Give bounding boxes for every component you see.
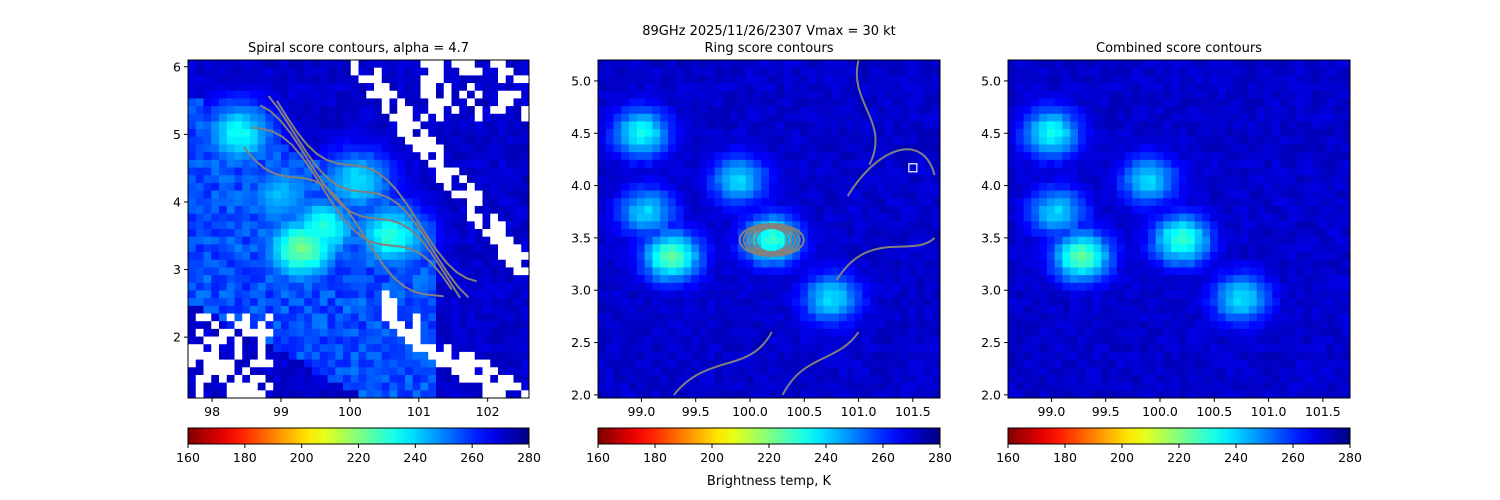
score-contours	[673, 60, 936, 396]
colorbar-tick-label: 160	[586, 450, 610, 465]
x-tick-label: 101.0	[841, 404, 877, 419]
x-tick-label: 99.5	[1092, 404, 1120, 419]
x-tick-label: 101.0	[1251, 404, 1287, 419]
y-tick-label: 3.5	[571, 230, 591, 245]
axes-frame	[1007, 59, 1351, 399]
colorbar-tick-label: 180	[643, 450, 667, 465]
x-tick-label: 99.0	[1038, 404, 1066, 419]
y-tick-label: 4.5	[981, 126, 1001, 141]
colorbar-tick-label: 240	[814, 450, 838, 465]
colorbar: 160 180 200 220 240 260 280	[586, 427, 952, 465]
colorbar-label: Brightness temp, K	[707, 474, 832, 489]
colorbar-tick-label: 220	[1167, 450, 1191, 465]
y-tick-label: 6	[173, 59, 181, 74]
panel-1: Spiral score contours, alpha = 4.7 98 99 10…	[173, 41, 541, 465]
y-tick-label: 3.0	[981, 283, 1001, 298]
x-tick-label: 100.5	[786, 404, 822, 419]
axes-frame	[187, 59, 530, 399]
center-marker	[908, 163, 918, 173]
colorbar-tick-label: 200	[290, 450, 314, 465]
colorbar-tick-label: 260	[871, 450, 895, 465]
brightness-field	[598, 60, 940, 398]
x-tick-label: 100	[338, 404, 362, 419]
y-tick-label: 2.0	[571, 387, 591, 402]
x-tick-label: 102	[476, 404, 500, 419]
colorbar-tick-label: 240	[403, 450, 427, 465]
colorbar-tick-label: 180	[233, 450, 257, 465]
y-tick-label: 3.0	[571, 283, 591, 298]
y-tick-label: 2.5	[981, 335, 1001, 350]
y-tick-label: 4.0	[981, 178, 1001, 193]
x-tick-label: 101.5	[1305, 404, 1341, 419]
x-tick-label: 100.0	[732, 404, 768, 419]
x-tick-label: 99.0	[628, 404, 656, 419]
colorbar-gradient	[187, 427, 530, 445]
x-tick-label: 98	[204, 404, 220, 419]
panel-3: Combined score contours 99.0 99.5 100.0 100.…	[981, 41, 1362, 465]
panel-title: Combined score contours	[1096, 41, 1262, 56]
colorbar-tick-label: 220	[757, 450, 781, 465]
y-tick-label: 5	[173, 127, 181, 142]
colorbar-gradient	[1007, 427, 1351, 445]
colorbar-tick-label: 260	[460, 450, 484, 465]
y-tick-label: 2.5	[571, 335, 591, 350]
colorbar-tick-label: 240	[1224, 450, 1248, 465]
x-tick-label: 99.5	[682, 404, 710, 419]
y-tick-label: 4	[173, 194, 181, 209]
x-tick-label: 101	[407, 404, 431, 419]
y-tick-label: 2	[173, 330, 181, 345]
colorbar-tick-label: 200	[700, 450, 724, 465]
y-tick-label: 5.0	[571, 73, 591, 88]
y-tick-label: 3	[173, 262, 181, 277]
y-tick-label: 5.0	[981, 73, 1001, 88]
colorbar: 160 180 200 220 240 260 280	[176, 427, 541, 465]
colorbar-tick-label: 200	[1110, 450, 1134, 465]
figure-suptitle: 89GHz 2025/11/26/2307 Vmax = 30 kt	[642, 24, 896, 39]
y-tick-label: 2.0	[981, 387, 1001, 402]
colorbar-tick-label: 160	[996, 450, 1020, 465]
y-tick-label: 4.0	[571, 178, 591, 193]
x-tick-label: 100.5	[1196, 404, 1232, 419]
colorbar-tick-label: 280	[517, 450, 541, 465]
score-contours	[243, 95, 477, 299]
panel-title: Ring score contours	[704, 41, 833, 56]
colorbar-tick-label: 280	[928, 450, 952, 465]
x-tick-label: 100.0	[1142, 404, 1178, 419]
x-tick-label: 99	[273, 404, 289, 419]
colorbar-tick-label: 220	[347, 450, 371, 465]
colorbar: 160 180 200 220 240 260 280	[996, 427, 1362, 465]
y-tick-label: 4.5	[571, 126, 591, 141]
colorbar-gradient	[597, 427, 941, 445]
brightness-field	[1008, 60, 1350, 398]
colorbar-tick-label: 260	[1281, 450, 1305, 465]
colorbar-tick-label: 280	[1338, 450, 1362, 465]
colorbar-tick-label: 180	[1053, 450, 1077, 465]
panel-2: Ring score contours 99.0 99.5 100.0 100.5 101…	[571, 41, 952, 465]
colorbar-tick-label: 160	[176, 450, 200, 465]
panel-title: Spiral score contours, alpha = 4.7	[248, 41, 469, 56]
axes-frame	[597, 59, 941, 399]
y-tick-label: 3.5	[981, 230, 1001, 245]
x-tick-label: 101.5	[895, 404, 931, 419]
